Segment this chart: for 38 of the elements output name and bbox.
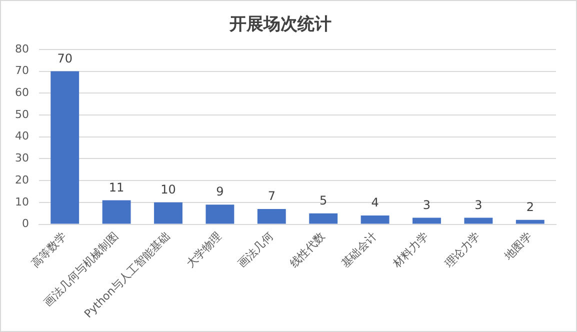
x-tick-label: 高等数学 [28,230,69,270]
y-tick-label: 10 [14,195,29,208]
y-tick-label: 0 [22,217,29,230]
data-label: 7 [268,189,276,204]
bar [102,200,131,224]
y-tick-label: 40 [14,130,29,143]
y-tick-label: 30 [14,152,29,165]
x-tick-label: 线性代数 [287,230,328,270]
data-label: 10 [160,182,176,197]
y-tick-label: 70 [14,64,29,78]
x-tick-label: 理论力学 [442,230,483,270]
x-tick-label: 大学物理 [184,230,224,270]
data-label: 70 [57,51,72,66]
x-tick-label: 画法几何 [235,230,276,270]
y-tick-label: 50 [14,108,29,121]
bar [516,220,544,224]
chart-title: 开展场次统计 [228,14,332,35]
y-tick-label: 60 [14,86,29,99]
bar [309,213,338,224]
bar [154,202,182,224]
bar [50,71,80,224]
data-label: 11 [108,180,124,194]
data-label: 9 [216,184,224,199]
data-label: 3 [422,198,431,212]
data-label: 5 [320,193,328,208]
x-tick-label: 地图学 [501,230,534,264]
bar [206,204,234,224]
data-label: 4 [371,196,379,210]
y-tick-label: 20 [14,173,29,186]
data-label: 3 [474,198,482,212]
y-tick-label: 80 [14,42,29,56]
bar [257,208,286,224]
x-tick-label: 基础会计 [338,230,380,270]
bar [412,218,441,224]
bar [464,218,493,224]
x-tick-label: 材料力学 [390,230,431,271]
data-label: 2 [526,200,534,214]
bar [360,216,390,224]
